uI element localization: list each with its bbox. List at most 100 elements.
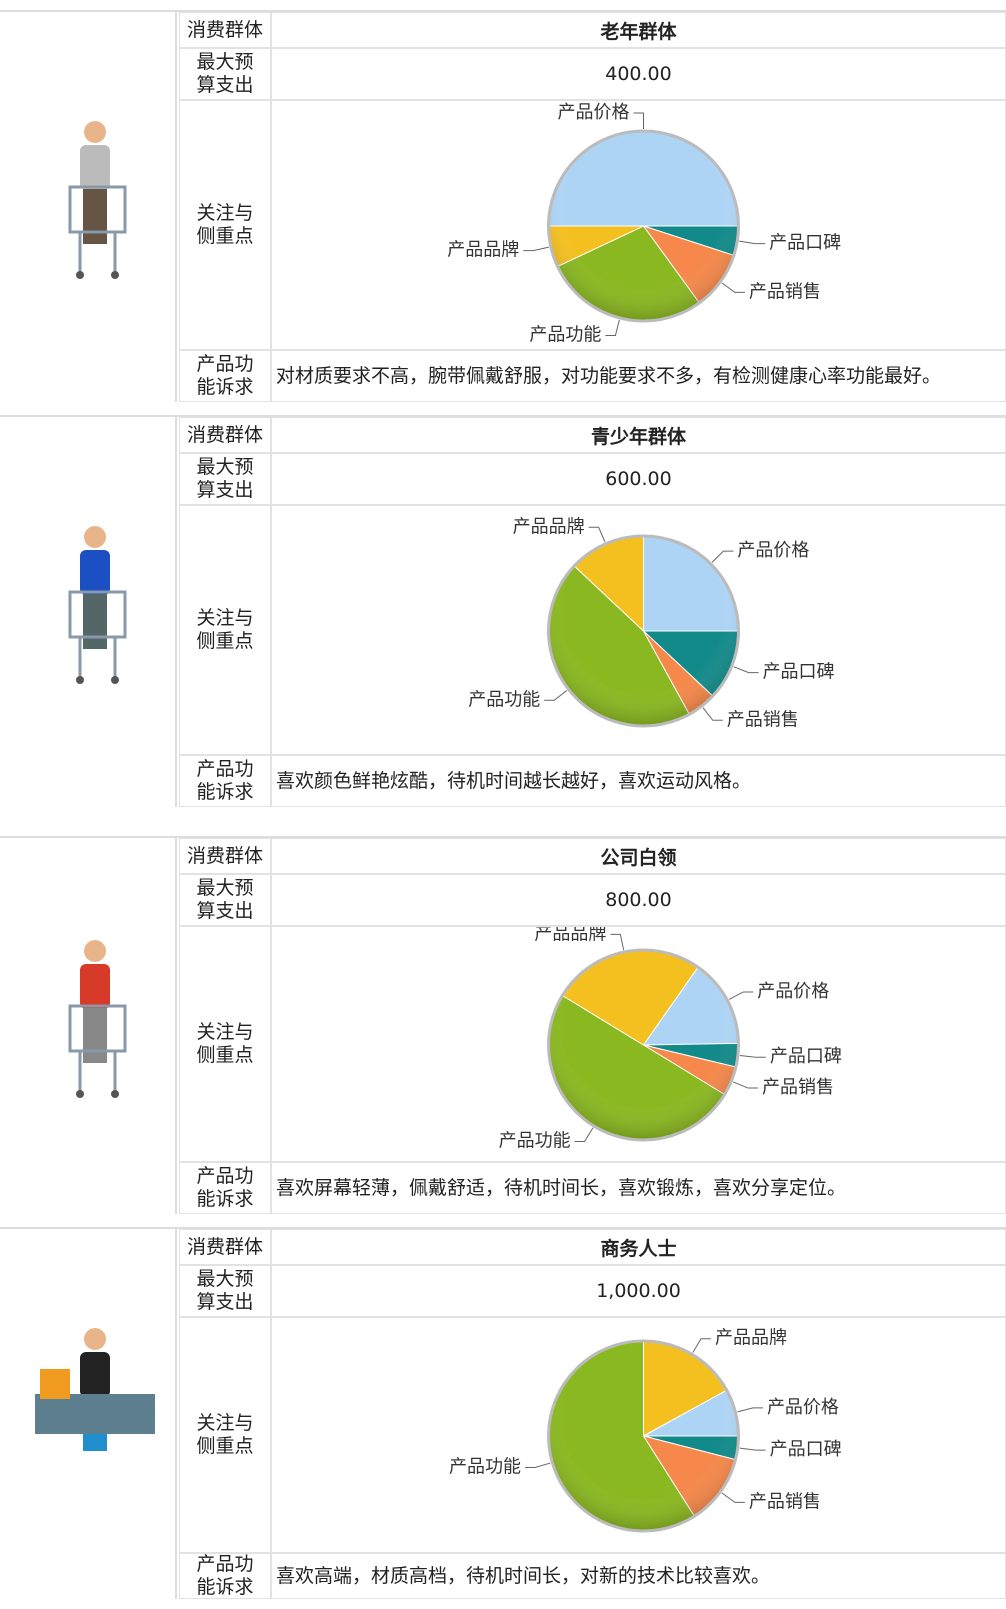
wheel xyxy=(76,271,84,279)
row-label-cell: 消费群体 xyxy=(179,1229,271,1265)
row-label-cell: 消费群体 xyxy=(179,417,271,453)
group-name: 老年群体 xyxy=(600,17,676,44)
appeal-text: 喜欢高端，材质高档，待机时间长，对新的技术比较喜欢。 xyxy=(276,1564,770,1588)
bag xyxy=(40,1369,70,1399)
slice-label: 产品口碑 xyxy=(763,662,835,683)
group-name: 公司白领 xyxy=(600,843,676,870)
budget-value: 1,000.00 xyxy=(596,1280,681,1302)
budget-value: 600.00 xyxy=(605,468,671,490)
image-column xyxy=(0,12,177,402)
row-label-cell: 最大预算支出 xyxy=(179,874,271,926)
leader-line xyxy=(693,1339,711,1353)
row-value-cell: 老年群体 xyxy=(271,12,1006,48)
budget-value: 400.00 xyxy=(605,63,671,85)
slice-label: 产品品牌 xyxy=(534,927,606,944)
head xyxy=(84,940,106,962)
slice-label: 产品口碑 xyxy=(770,1046,842,1067)
wheel xyxy=(76,676,84,684)
leader-line xyxy=(605,320,619,335)
body xyxy=(80,145,110,190)
leader-line xyxy=(525,1463,550,1467)
row-label-cell: 最大预算支出 xyxy=(179,1265,271,1317)
leader-line xyxy=(734,667,759,673)
row-label: 消费群体 xyxy=(187,1236,263,1259)
appeal-text: 喜欢颜色鲜艳炫酷，待机时间越长越好，喜欢运动风格。 xyxy=(276,769,751,793)
slice-label: 产品价格 xyxy=(767,1397,839,1418)
body xyxy=(80,1352,110,1397)
legs xyxy=(83,1008,107,1063)
row-value-cell: 产品价格产品口碑产品销售产品功能产品品牌 xyxy=(271,505,1006,755)
pie-shade xyxy=(549,131,739,321)
leader-line xyxy=(722,1493,745,1502)
row-label-cell: 产品功能诉求 xyxy=(179,1553,271,1599)
row-label-cell: 产品功能诉求 xyxy=(179,350,271,402)
row-label-cell: 最大预算支出 xyxy=(179,453,271,505)
row-value-cell: 公司白领 xyxy=(271,838,1006,874)
budget-value: 800.00 xyxy=(605,889,671,911)
slice-label: 产品价格 xyxy=(737,540,809,561)
row-value-cell: 喜欢屏幕轻薄，佩戴舒适，待机时间长，喜欢锻炼，喜欢分享定位。 xyxy=(271,1162,1006,1214)
legs xyxy=(83,189,107,244)
leader-line xyxy=(740,1448,766,1450)
leader-line xyxy=(739,241,765,244)
row-value-cell: 产品品牌产品价格产品口碑产品销售产品功能 xyxy=(271,1317,1006,1553)
row-label: 关注与侧重点 xyxy=(194,202,256,248)
pie-chart: 产品价格产品口碑产品销售产品功能产品品牌 xyxy=(272,927,1005,1161)
row-label: 最大预算支出 xyxy=(194,51,256,97)
slice-label: 产品品牌 xyxy=(447,240,519,261)
row-label-cell: 关注与侧重点 xyxy=(179,505,271,755)
row-value-cell: 产品价格产品口碑产品销售产品功能产品品牌 xyxy=(271,926,1006,1162)
slice-label: 产品价格 xyxy=(757,981,829,1002)
shopper-illustration xyxy=(0,417,175,807)
row-label-cell: 产品功能诉求 xyxy=(179,755,271,807)
row-value-cell: 对材质要求不高，腕带佩戴舒服，对功能要求不多，有检测健康心率功能最好。 xyxy=(271,350,1006,402)
shopper-illustration xyxy=(0,1229,175,1599)
wheel xyxy=(111,1090,119,1098)
panel: 消费群体商务人士最大预算支出 1,000.00 关注与侧重点 产品品牌产品价格产品口碑… xyxy=(0,1227,1006,1599)
leader-line xyxy=(703,708,723,721)
row-value-cell: 400.00 xyxy=(271,48,1006,100)
row-value-cell: 商务人士 xyxy=(271,1229,1006,1265)
row-label: 关注与侧重点 xyxy=(194,607,256,653)
slice-label: 产品销售 xyxy=(762,1077,834,1098)
row-label: 产品功能诉求 xyxy=(194,1553,256,1599)
row-label: 最大预算支出 xyxy=(194,1268,256,1314)
bench xyxy=(35,1394,155,1434)
row-label-cell: 关注与侧重点 xyxy=(179,926,271,1162)
slice-label: 产品品牌 xyxy=(715,1328,787,1349)
image-column xyxy=(0,417,177,807)
leader-line xyxy=(722,283,745,292)
row-label: 产品功能诉求 xyxy=(194,1165,256,1211)
leader-line xyxy=(729,992,753,1000)
leader-line xyxy=(575,1128,593,1142)
page: 消费群体老年群体最大预算支出400.00关注与侧重点产品价格产品口碑产品销售产品… xyxy=(0,0,1006,1609)
leader-line xyxy=(610,934,623,950)
leader-line xyxy=(712,551,733,562)
row-label: 关注与侧重点 xyxy=(194,1412,256,1458)
row-label: 消费群体 xyxy=(187,424,263,447)
row-label: 最大预算支出 xyxy=(194,877,256,923)
slice-label: 产品口碑 xyxy=(770,1439,842,1460)
slice-label: 产品销售 xyxy=(749,281,821,302)
row-value-cell: 600.00 xyxy=(271,453,1006,505)
slice-label: 产品口碑 xyxy=(769,233,841,254)
row-label: 关注与侧重点 xyxy=(194,1021,256,1067)
pie-shade xyxy=(549,536,739,726)
row-value-cell: 产品价格产品口碑产品销售产品功能产品品牌 xyxy=(271,100,1006,350)
leader-line xyxy=(544,690,567,700)
row-label-cell: 消费群体 xyxy=(179,838,271,874)
leader-line xyxy=(634,113,644,129)
slice-label: 产品销售 xyxy=(749,1491,821,1512)
row-label-cell: 产品功能诉求 xyxy=(179,1162,271,1214)
pie-shade xyxy=(549,950,739,1140)
slice-label: 产品销售 xyxy=(727,709,799,730)
appeal-text: 喜欢屏幕轻薄，佩戴舒适，待机时间长，喜欢锻炼，喜欢分享定位。 xyxy=(276,1176,846,1200)
row-value-cell: 800.00 xyxy=(271,874,1006,926)
row-label: 产品功能诉求 xyxy=(194,353,256,399)
body xyxy=(80,964,110,1009)
leader-line xyxy=(733,1082,758,1088)
row-label: 消费群体 xyxy=(187,19,263,42)
